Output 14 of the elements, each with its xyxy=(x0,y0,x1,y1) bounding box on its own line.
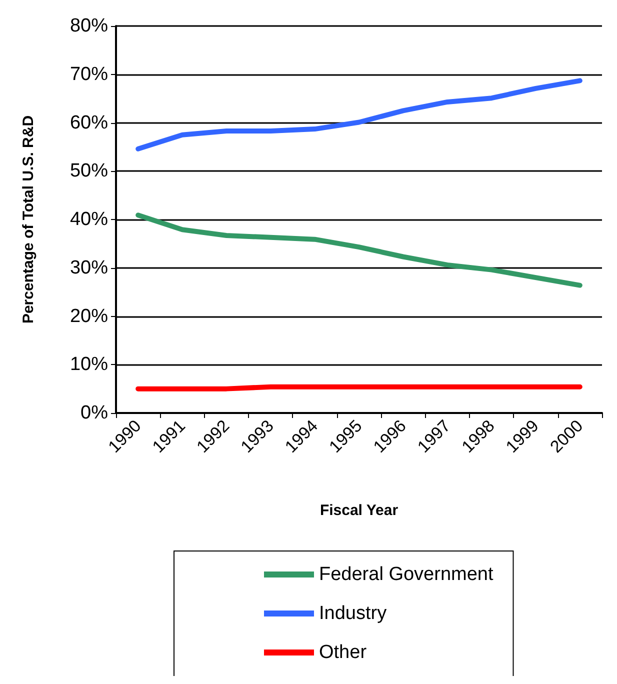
legend-label: Industry xyxy=(319,603,388,624)
y-tick-label: 40% xyxy=(70,209,108,230)
y-tick-label: 20% xyxy=(70,306,108,327)
legend-label: Other xyxy=(319,642,368,663)
y-tick-label: 60% xyxy=(70,112,108,134)
y-tick-label: 80% xyxy=(70,16,108,36)
y-tick-label: 0% xyxy=(80,402,108,424)
y-axis-title: Percentage of Total U.S. R&D xyxy=(20,115,37,324)
y-tick-label: 10% xyxy=(70,354,108,376)
legend-label: Federal Government xyxy=(319,564,494,585)
x-axis-title: Fiscal Year xyxy=(320,502,398,519)
y-tick-label: 70% xyxy=(70,64,108,85)
y-tick-label: 50% xyxy=(70,160,108,182)
y-tick-label: 30% xyxy=(70,257,108,278)
